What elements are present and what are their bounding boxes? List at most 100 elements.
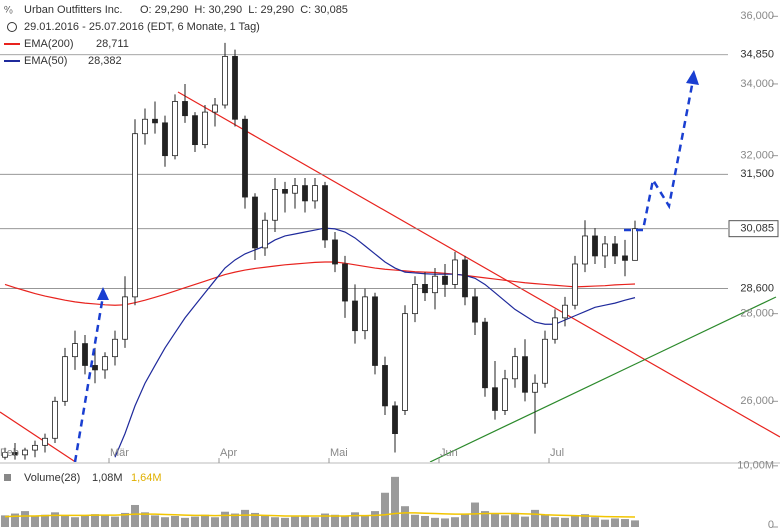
volume-bar [401,506,409,527]
candle-body [502,378,508,411]
volume-value: 1,08M [92,472,123,484]
candle-body [262,219,268,249]
volume-bar [281,517,289,527]
level-label: 28,600 [740,282,774,294]
y-tick-label: 32,000 [740,150,774,162]
volume-bar [121,512,129,527]
volume-bar [251,512,259,527]
arrow-head [686,70,699,85]
trend-line [177,91,780,438]
x-tick-label: Mai [330,447,348,459]
price-panel [0,54,780,462]
volume-bar [371,511,379,527]
candle-body [132,133,138,298]
volume-bar [531,509,539,527]
volume-bar [551,517,559,527]
candle-body [532,382,538,393]
candle-body [392,405,398,435]
candle-body [402,313,408,411]
candle-body [442,275,448,285]
volume-bar [321,513,329,527]
candle-body [552,317,558,340]
candle-body [62,356,68,402]
legend-value: 28,711 [96,38,129,50]
volume-bar [451,517,459,527]
volume-bar [151,515,159,527]
volume-bar [61,515,69,527]
volume-label: Volume(28) [24,472,80,484]
volume-bar [471,502,479,527]
volume-icon [4,474,11,481]
candle-body [602,243,608,257]
volume-bar [111,516,119,527]
candle-body [412,284,418,315]
volume-average [4,512,636,518]
volume-bar [441,518,449,527]
volume-bar [421,515,429,527]
volume-bar [311,517,319,527]
candle-body [222,56,228,106]
volume-bar [21,511,29,527]
volume-bar [131,504,139,527]
candle-body [292,185,298,194]
arrows [73,70,699,462]
y-tick-label: 26,000 [740,395,774,407]
candle-body [12,452,18,456]
volume-bar [11,513,19,527]
legend-value: 28,382 [88,55,122,67]
candle-body [42,437,48,446]
volume-bar [291,516,299,527]
volume-bar [631,520,639,527]
candle-body [462,259,468,298]
level-label-box [729,166,778,183]
volume-bar [391,476,399,527]
volume-bar [301,515,309,527]
ema-line [114,227,636,458]
candle-body [572,263,578,306]
volume-bar [221,511,229,527]
quote: O: 29,290 H: 30,290 L: 29,290 C: 30,085 [140,4,348,16]
candle-body [252,196,258,249]
volume-bar [1,515,9,527]
subtitle: 29.01.2016 - 25.07.2016 (EDT, 6 Monate, … [24,21,260,33]
candle-body [22,449,28,456]
volume-bar [161,517,169,527]
volume-bar [511,512,519,527]
candle-body [32,444,38,451]
candle-body [542,338,548,384]
legend-label: EMA(200) [24,38,74,50]
x-tick-label: Jun [440,447,458,459]
candle-body [202,111,208,146]
candle-body [192,115,198,146]
volume-bar [481,511,489,527]
level-label: 34,850 [740,49,774,61]
candle-body [112,338,118,358]
candle-body [522,356,528,393]
volume-panel [1,476,639,527]
volume-average: 1,64M [131,472,162,484]
volume-bar [261,515,269,527]
volume-bar [71,517,79,527]
y-tick-label: 28,000 [740,308,774,320]
projection-arrow [73,295,105,462]
volume-bar [601,519,609,527]
volume-bar [611,518,619,527]
candle-body [72,343,78,358]
volume-bar [361,515,369,527]
candle-body [382,365,388,407]
volume-bar [31,515,39,527]
level-label-box [729,46,778,63]
candle-body [612,243,618,257]
volume-bar [411,514,419,527]
candle-body [282,189,288,194]
y-tick-label: 10,00M [737,460,774,472]
volume-bar [271,517,279,527]
volume-bar [381,492,389,527]
candle-body [422,284,428,294]
candle-body [152,118,158,124]
candle-body [162,122,168,157]
candle-body [492,387,498,411]
volume-bar [431,517,439,527]
candle-body [622,255,628,261]
trend-line [429,296,777,462]
